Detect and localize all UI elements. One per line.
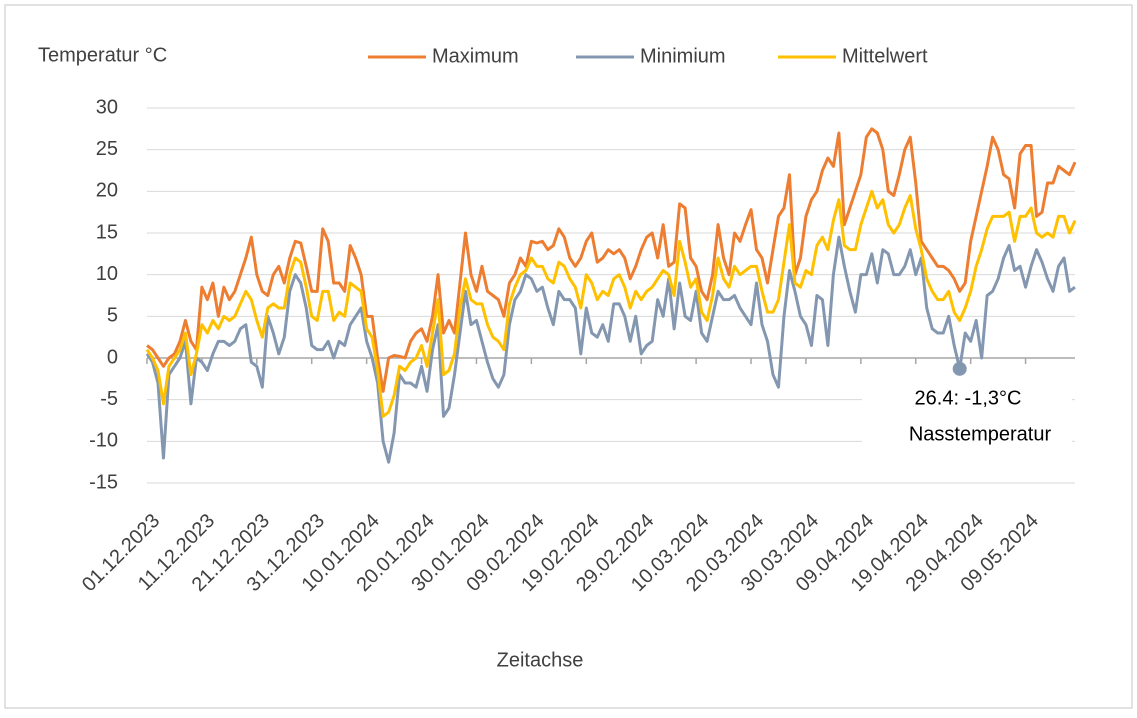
series-line	[146, 127, 1077, 393]
series-line	[145, 189, 1077, 418]
y-tick-label: -10	[89, 430, 118, 452]
y-tick-label: 5	[107, 305, 118, 327]
chart-title: Temperatur °C	[38, 44, 167, 66]
legend-label: Mittelwert	[842, 45, 928, 67]
legend-label: Maximum	[432, 45, 519, 67]
series-line	[145, 235, 1076, 464]
y-tick-label: 20	[96, 180, 118, 202]
y-tick-label: 15	[96, 221, 118, 243]
y-tick-label: 30	[96, 96, 118, 118]
y-tick-label: -5	[100, 388, 118, 410]
y-tick-label: 10	[96, 263, 118, 285]
y-tick-label: 0	[107, 346, 118, 368]
y-tick-label: 25	[96, 138, 118, 160]
annotation-label: 26.4: -1,3°C	[915, 387, 1022, 409]
annotation-text: Nasstemperatur	[909, 423, 1052, 445]
annotation-bg	[862, 380, 1072, 452]
y-tick-label: -15	[89, 471, 118, 493]
legend-label: Minimium	[640, 45, 726, 67]
annotation-marker	[952, 361, 967, 376]
chart-frame	[4, 4, 1133, 709]
x-axis-title: Zeitachse	[497, 649, 584, 671]
